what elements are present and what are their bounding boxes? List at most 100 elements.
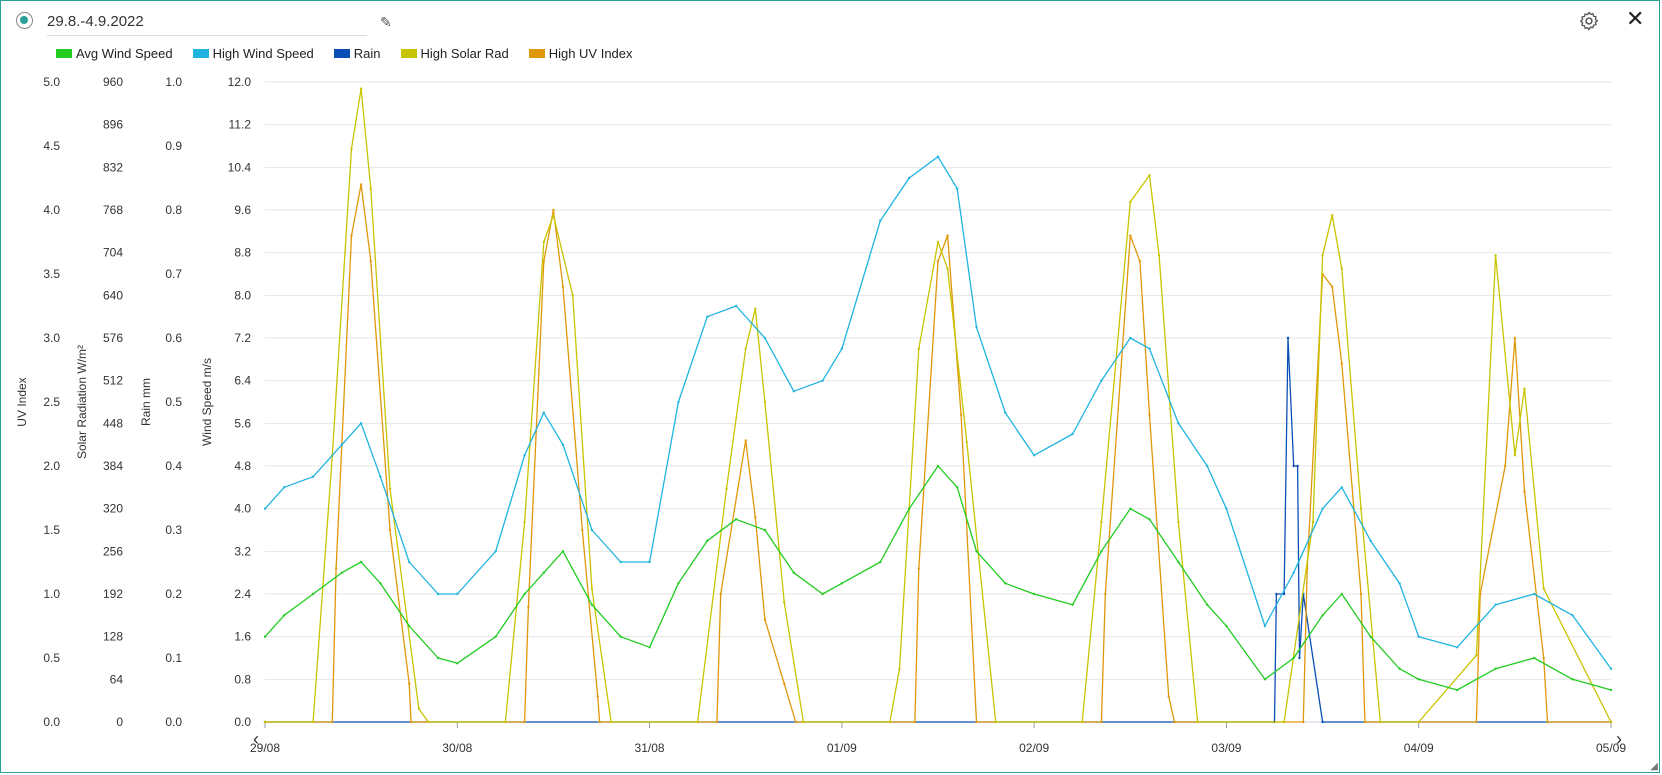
data-point: [523, 454, 526, 457]
data-point: [1609, 720, 1613, 724]
data-point: [1004, 582, 1007, 585]
y-tick-label: 0.7: [165, 267, 182, 281]
y-tick-label: 5.6: [234, 416, 251, 430]
y-tick-label: 0.9: [165, 139, 182, 153]
legend: Avg Wind Speed High Wind Speed Rain High…: [56, 46, 633, 61]
data-point: [783, 682, 786, 685]
y-tick-label: 4.0: [43, 203, 60, 217]
data-point: [936, 260, 940, 263]
data-point: [936, 464, 940, 468]
data-point: [677, 400, 680, 404]
data-point: [1456, 646, 1459, 649]
data-point: [706, 539, 709, 542]
series-line: [265, 88, 1612, 723]
data-point: [1456, 688, 1459, 692]
gear-icon[interactable]: [1578, 10, 1600, 32]
data-point: [1417, 678, 1420, 681]
legend-item-high-wind[interactable]: High Wind Speed: [192, 46, 314, 61]
legend-item-avg-wind[interactable]: Avg Wind Speed: [56, 46, 173, 61]
data-point: [1263, 678, 1267, 681]
data-point: [1225, 507, 1228, 510]
data-point: [1331, 214, 1334, 217]
data-point: [504, 720, 507, 724]
data-point: [840, 582, 844, 585]
series-high-wind-speed: [263, 155, 1613, 670]
data-point: [1571, 614, 1574, 617]
y-axis-label: Wind Speed m/s: [200, 358, 214, 446]
data-point: [523, 520, 526, 524]
y-tick-label: 832: [103, 160, 123, 174]
y-axis-label: Rain mm: [139, 378, 153, 426]
data-point: [1546, 720, 1549, 724]
data-point: [975, 550, 978, 553]
y-tick-label: 8.8: [234, 246, 251, 260]
data-point: [427, 720, 430, 724]
x-tick-label: 05/09: [1596, 741, 1626, 755]
data-point: [734, 304, 738, 308]
legend-item-solar[interactable]: High Solar Rad: [400, 46, 509, 61]
data-point: [783, 600, 786, 604]
data-point: [821, 379, 824, 382]
data-point: [1417, 720, 1420, 724]
y-tick-label: 128: [103, 630, 123, 644]
data-point: [1129, 234, 1132, 237]
legend-label: High Solar Rad: [420, 46, 509, 61]
data-point: [917, 567, 920, 570]
data-point: [792, 571, 795, 574]
data-point: [1494, 667, 1497, 670]
data-point: [311, 475, 315, 478]
next-arrow-icon[interactable]: ›: [1616, 729, 1622, 749]
data-point: [369, 260, 372, 263]
legend-swatch: [528, 49, 545, 58]
data-point: [1504, 464, 1507, 468]
y-tick-label: 8.0: [234, 288, 251, 302]
y-tick-label: 0.5: [43, 651, 60, 665]
y-tick-label: 1.6: [234, 630, 251, 644]
y-tick-label: 512: [103, 374, 123, 388]
y-tick-label: 2.0: [43, 459, 60, 473]
data-point: [388, 487, 392, 490]
data-point: [706, 315, 709, 318]
x-tick-label: 03/09: [1211, 741, 1241, 755]
data-point: [1206, 603, 1209, 606]
data-point: [1100, 520, 1103, 524]
data-point: [523, 720, 526, 724]
data-point: [1542, 587, 1545, 590]
y-tick-label: 0.0: [165, 715, 182, 729]
legend-item-uv[interactable]: High UV Index: [528, 46, 633, 61]
data-point: [1532, 592, 1536, 596]
data-point: [936, 155, 940, 158]
data-point: [1177, 422, 1180, 425]
data-point: [1321, 720, 1324, 724]
data-point: [1363, 720, 1367, 724]
y-tick-label: 384: [103, 459, 123, 473]
data-point: [1100, 550, 1103, 553]
data-point: [263, 720, 267, 724]
data-point: [1206, 464, 1209, 468]
y-tick-label: 0.8: [234, 672, 251, 686]
radio-button[interactable]: [16, 12, 33, 29]
pencil-icon[interactable]: ✎: [380, 14, 392, 30]
prev-arrow-icon[interactable]: ‹: [253, 729, 259, 749]
data-point: [917, 347, 920, 350]
data-point: [1292, 464, 1295, 468]
resize-handle-icon[interactable]: ◢: [1650, 761, 1658, 772]
data-point: [1340, 486, 1344, 489]
y-tick-label: 320: [103, 502, 123, 516]
data-point: [408, 624, 411, 628]
data-point: [1032, 454, 1036, 457]
data-point: [1523, 490, 1526, 493]
date-range-title[interactable]: 29.8.-4.9.2022: [47, 11, 367, 36]
data-point: [596, 695, 599, 698]
close-icon[interactable]: ✕: [1626, 7, 1645, 32]
legend-swatch: [400, 49, 417, 58]
data-point: [340, 571, 344, 574]
legend-item-rain[interactable]: Rain: [333, 46, 381, 61]
y-tick-label: 1.5: [43, 523, 60, 537]
data-point: [1071, 432, 1074, 436]
data-point: [975, 720, 978, 724]
data-point: [1177, 560, 1180, 564]
data-point: [1369, 635, 1372, 638]
